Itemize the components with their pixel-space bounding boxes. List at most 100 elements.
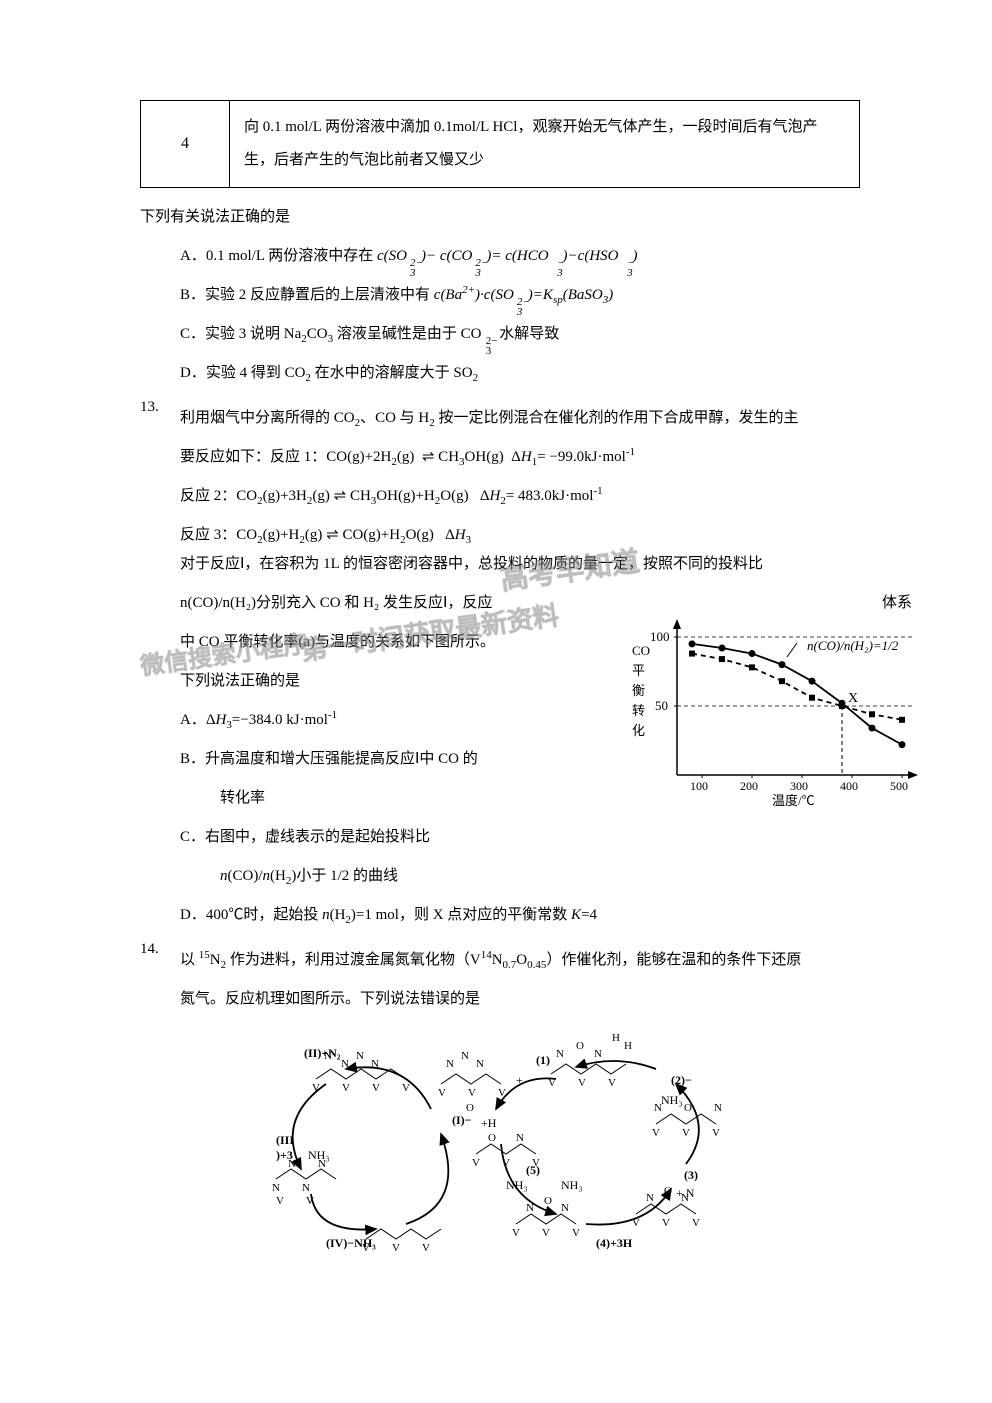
- svg-text:V: V: [472, 1157, 480, 1169]
- svg-text:V: V: [692, 1217, 700, 1229]
- label-1: (1): [536, 1053, 550, 1067]
- label-3: (3): [684, 1168, 698, 1182]
- svg-text:V: V: [502, 1157, 510, 1169]
- series-label: n(CO)/n(H₂)=1/2: [807, 638, 899, 653]
- ylabel-4: 化: [632, 723, 645, 738]
- q14-stem-line2: 氮气。反应机理如图所示。下列说法错误的是: [180, 980, 912, 1019]
- plusH: +H: [481, 1116, 497, 1130]
- q13: 13. 利用烟气中分离所得的 CO2、CO 与 H2 按一定比例混合在催化剂的作…: [80, 399, 912, 935]
- row-number-cell: 4: [141, 101, 230, 188]
- svg-text:N: N: [714, 1102, 722, 1114]
- svg-text:V: V: [438, 1087, 446, 1099]
- svg-text:N: N: [302, 1182, 310, 1194]
- label-2: (2)−: [671, 1073, 692, 1087]
- svg-text:N: N: [516, 1132, 524, 1144]
- svg-text:100: 100: [690, 779, 708, 793]
- optB-pre: B．实验 2 反应静置后的上层清液中有: [180, 287, 434, 303]
- species-center-bottom: VVV NON: [512, 1195, 580, 1239]
- svg-text:O: O: [544, 1195, 552, 1207]
- svg-text:N: N: [272, 1182, 280, 1194]
- q12-option-b: B．实验 2 反应静置后的上层清液中有 c(Ba2+)·c(SO2−3)=Ksp…: [180, 276, 912, 315]
- svg-text:N: N: [371, 1058, 379, 1070]
- q14-number: 14.: [140, 941, 180, 958]
- q12-option-a: A．0.1 mol/L 两份溶液中存在 c(SO2−3)− c(CO2−3)= …: [180, 237, 912, 276]
- ytick-100: 100: [650, 629, 670, 644]
- nh3-c: NH₃: [506, 1178, 528, 1192]
- svg-text:V: V: [632, 1217, 640, 1229]
- svg-text:H: H: [624, 1040, 632, 1052]
- q14-stem-line1: 以 15N2 作为进料，利用过渡金属氮氧化物（V14N0.7O0.45）作催化剂…: [180, 941, 912, 980]
- ylabel-2: 衡: [632, 683, 645, 698]
- svg-text:N: N: [561, 1202, 569, 1214]
- q13-option-d: D．400℃时，起始投 n(H2)=1 mol，则 X 点对应的平衡常数 K=4: [180, 896, 912, 935]
- svg-text:V: V: [712, 1127, 720, 1139]
- nh3-r1: NH₃: [661, 1093, 683, 1107]
- page: 4 向 0.1 mol/L 两份溶液中滴加 0.1mol/L HCl，观察开始无…: [0, 0, 992, 1299]
- species-left: NNNN VV: [272, 1158, 336, 1207]
- q13-option-c2: n(CO)/n(H2)小于 1/2 的曲线: [220, 857, 912, 896]
- svg-text:V: V: [402, 1082, 410, 1094]
- svg-text:V: V: [372, 1082, 380, 1094]
- svg-text:400: 400: [840, 779, 858, 793]
- svg-text:V: V: [572, 1227, 580, 1239]
- nh3-left: NH₃: [308, 1148, 330, 1162]
- svg-text:N: N: [646, 1192, 654, 1204]
- q12-option-c: C．实验 3 说明 Na2CO3 溶液呈碱性是由于 CO2−3 水解导致: [180, 315, 912, 354]
- optA-expr: c(SO2−3)− c(CO2−3)= c(HCO−3)−c(HSO−3): [377, 248, 638, 264]
- row-text-cell: 向 0.1 mol/L 两份溶液中滴加 0.1mol/L HCl，观察开始无气体…: [230, 101, 860, 188]
- plus-sign-1: +: [516, 1073, 523, 1087]
- label-III-a: (III: [276, 1133, 294, 1147]
- svg-text:O: O: [576, 1040, 584, 1052]
- mechanism-diagram: NNNN VVVV NNNN VV VVV NNN VVV O NON: [216, 1029, 776, 1259]
- label-IV: (IV)−NH₃: [326, 1236, 376, 1250]
- svg-text:N: N: [356, 1050, 364, 1062]
- svg-text:200: 200: [740, 779, 758, 793]
- svg-text:V: V: [548, 1077, 556, 1089]
- plusN: + N: [676, 1186, 695, 1200]
- ylabel-1: 平: [632, 663, 645, 678]
- q13-rxn2: 反应 2：CO2(g)+3H2(g) ⇌ CH3OH(g)+H2O(g) ΔH2…: [180, 477, 912, 516]
- label-II: (II)+N₂: [304, 1046, 341, 1060]
- svg-text:V: V: [682, 1127, 690, 1139]
- svg-text:V: V: [608, 1077, 616, 1089]
- svg-text:O: O: [684, 1102, 692, 1114]
- nh3-c2: NH₃: [561, 1178, 583, 1192]
- svg-text:V: V: [468, 1087, 476, 1099]
- svg-text:V: V: [312, 1082, 320, 1094]
- svg-text:300: 300: [790, 779, 808, 793]
- xlabel: 温度/℃: [772, 793, 815, 808]
- svg-text:N: N: [556, 1048, 564, 1060]
- svg-text:V: V: [578, 1077, 586, 1089]
- svg-text:N: N: [476, 1058, 484, 1070]
- optA-pre: A．0.1 mol/L 两份溶液中存在: [180, 248, 377, 264]
- p2a: n(CO)/n(H₂)分别充入 CO 和 H₂ 发生反应Ⅰ，反应: [180, 595, 492, 611]
- svg-text:V: V: [512, 1227, 520, 1239]
- q14: 14. 以 15N2 作为进料，利用过渡金属氮氧化物（V14N0.7O0.45）…: [80, 941, 912, 1019]
- svg-text:H: H: [612, 1032, 620, 1044]
- svg-text:O: O: [488, 1132, 496, 1144]
- q13-p3: 中 CO 平衡转化率(a)与温度的关系如下图所示。: [180, 623, 610, 662]
- experiment-table: 4 向 0.1 mol/L 两份溶液中滴加 0.1mol/L HCl，观察开始无…: [140, 100, 860, 188]
- svg-text:500: 500: [890, 779, 908, 793]
- label-I: (I)−: [452, 1113, 472, 1127]
- optB-expr: c(Ba2+)·c(SO2−3)=Ksp(BaSO3): [434, 287, 613, 303]
- svg-text:V: V: [342, 1082, 350, 1094]
- chart-wrapper: 高考早知道 第一时间获取最新资料 微信搜索小程序 对于反应Ⅰ，在容积为 1L 的…: [180, 545, 912, 818]
- label-5: (5): [526, 1163, 540, 1177]
- svg-text:V: V: [306, 1195, 314, 1207]
- svg-text:O: O: [664, 1185, 672, 1197]
- q13-number: 13.: [140, 399, 180, 416]
- svg-text:N: N: [526, 1202, 534, 1214]
- q13-option-b1: B．升高温度和增大压强能提高反应Ⅰ中 CO 的: [180, 740, 610, 779]
- conversion-chart: 100 50 CO 平 衡 转 化 100200300400500 温度/℃: [622, 605, 932, 835]
- svg-text:V: V: [662, 1217, 670, 1229]
- x-mark: X: [848, 691, 858, 706]
- q13-p4: 下列说法正确的是: [180, 662, 610, 701]
- ylabel-3: 转: [632, 703, 645, 718]
- svg-text:V: V: [392, 1242, 400, 1254]
- svg-text:V: V: [652, 1127, 660, 1139]
- q13-stem-line2: 要反应如下：反应 1：CO(g)+2H2(g) ⇌ CH3OH(g) ΔH1= …: [180, 438, 912, 477]
- q13-p1: 对于反应Ⅰ，在容积为 1L 的恒容密闭容器中，总投料的物质的量一定，按照不同的投…: [180, 545, 912, 584]
- label-III-b: )+3: [276, 1148, 293, 1162]
- label-4: (4)+3H: [596, 1236, 633, 1250]
